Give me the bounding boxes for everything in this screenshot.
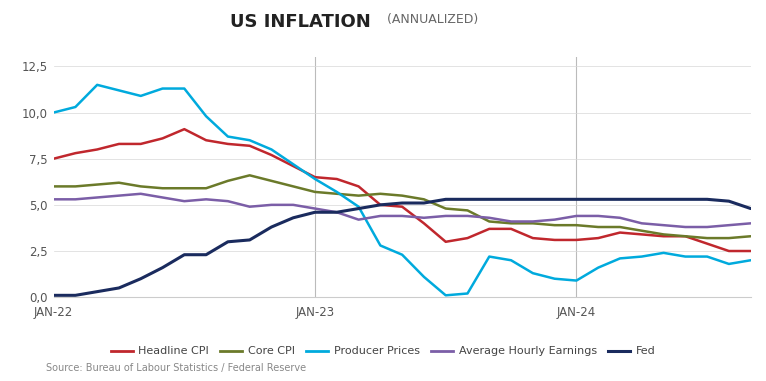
- Text: US INFLATION: US INFLATION: [230, 13, 383, 31]
- Text: (ANNUALIZED): (ANNUALIZED): [383, 13, 478, 26]
- Text: Source: Bureau of Labour Statistics / Federal Reserve: Source: Bureau of Labour Statistics / Fe…: [46, 363, 306, 373]
- Legend: Headline CPI, Core CPI, Producer Prices, Average Hourly Earnings, Fed: Headline CPI, Core CPI, Producer Prices,…: [110, 346, 656, 356]
